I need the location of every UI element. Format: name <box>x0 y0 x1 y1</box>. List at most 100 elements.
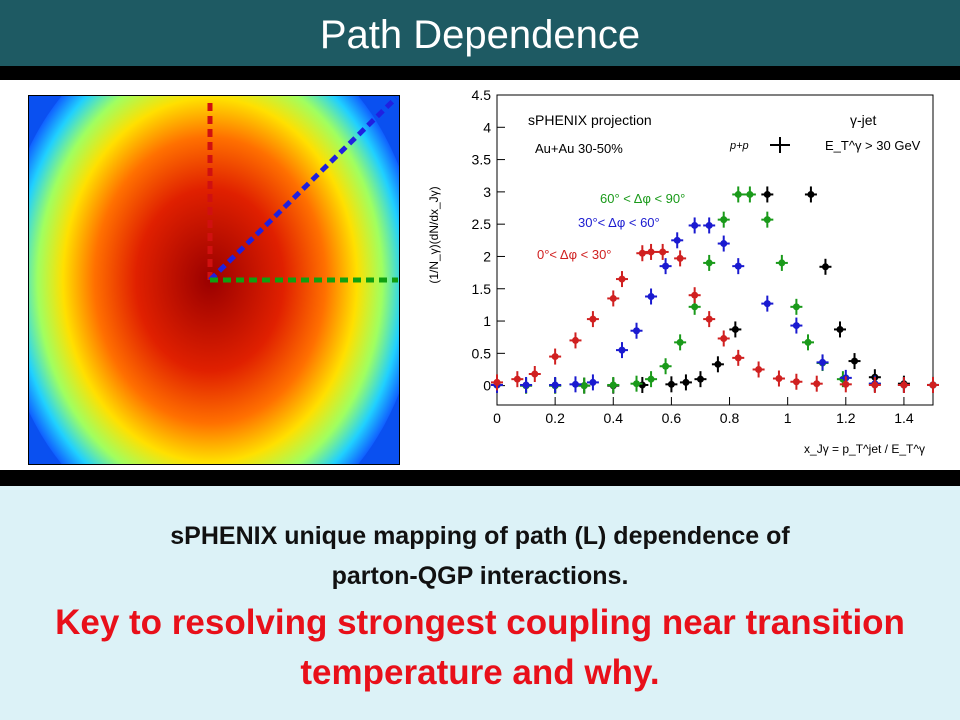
data-point <box>607 290 620 307</box>
marker-dot <box>589 315 597 323</box>
marker-dot <box>531 370 539 378</box>
marker-dot <box>662 362 670 370</box>
data-point <box>927 376 939 393</box>
data-point <box>694 371 707 388</box>
data-point <box>717 330 730 347</box>
marker-dot <box>804 338 812 346</box>
data-point <box>761 211 774 228</box>
x-tick-label: 0.2 <box>545 410 565 426</box>
data-point <box>790 298 803 315</box>
data-point <box>732 186 745 203</box>
y-tick-label: 4.5 <box>472 87 492 103</box>
data-point <box>703 311 716 328</box>
data-point <box>528 366 541 382</box>
marker-dot <box>551 353 559 361</box>
marker-dot <box>682 378 690 386</box>
data-point <box>549 376 562 393</box>
x-tick-label: 0.8 <box>720 410 740 426</box>
text-line: Key to resolving strongest coupling near… <box>55 603 905 642</box>
marker-dot <box>731 325 739 333</box>
annotation: Au+Au 30-50% <box>535 141 623 156</box>
marker-dot <box>589 378 597 386</box>
data-point <box>636 245 649 262</box>
marker-dot <box>667 380 675 388</box>
heatmap <box>28 95 400 465</box>
data-point <box>804 186 817 203</box>
data-point <box>630 375 643 392</box>
data-point <box>586 311 599 328</box>
marker-dot <box>755 365 763 373</box>
marker-dot <box>513 375 521 383</box>
marker-dot <box>580 382 588 390</box>
x-tick-label: 0.6 <box>662 410 682 426</box>
x-tick-label: 1.4 <box>894 410 914 426</box>
marker-dot <box>647 375 655 383</box>
marker-dot <box>638 249 646 257</box>
data-point <box>511 371 524 388</box>
marker-dot <box>638 381 646 389</box>
marker-dot <box>819 358 827 366</box>
marker-dot <box>633 380 641 388</box>
marker-dot <box>633 327 641 335</box>
legend-label: 0°< Δφ < 30° <box>537 247 612 262</box>
marker-dot <box>676 254 684 262</box>
data-point <box>491 374 503 391</box>
data-point <box>671 232 684 249</box>
marker-dot <box>720 240 728 248</box>
divider <box>0 66 960 80</box>
text-line: parton-QGP interactions. <box>331 562 629 590</box>
annotation: E_T^γ > 30 GeV <box>825 138 921 153</box>
marker-dot <box>792 378 800 386</box>
marker-dot <box>734 190 742 198</box>
marker-dot <box>813 380 821 388</box>
marker-dot <box>705 315 713 323</box>
marker-dot <box>691 291 699 299</box>
annotation: sPHENIX projection <box>528 112 652 128</box>
data-point <box>717 211 730 228</box>
marker-dot <box>836 325 844 333</box>
data-point <box>810 375 823 392</box>
marker-dot <box>763 300 771 308</box>
legend-label: 60° < Δφ < 90° <box>600 191 685 206</box>
data-point <box>674 250 687 267</box>
slide-title: Path Dependence <box>0 0 960 66</box>
data-point <box>615 271 628 288</box>
x-tick-label: 1.2 <box>836 410 856 426</box>
data-point <box>630 322 643 339</box>
data-point <box>729 321 742 338</box>
data-point <box>549 348 562 365</box>
data-point <box>679 374 692 391</box>
data-point <box>772 370 785 387</box>
marker-dot <box>705 221 713 229</box>
y-tick-label: 1 <box>483 313 491 329</box>
data-point <box>659 358 672 375</box>
marker-dot <box>609 294 617 302</box>
data-point <box>645 243 658 260</box>
marker-dot <box>720 334 728 342</box>
annotation: γ-jet <box>850 112 877 128</box>
data-point <box>688 217 701 234</box>
marker-dot <box>493 378 501 386</box>
data-point <box>816 354 829 371</box>
marker-dot <box>763 190 771 198</box>
data-point <box>615 342 628 359</box>
marker-dot <box>696 375 704 383</box>
x-tick-label: 0.4 <box>604 410 624 426</box>
marker-dot <box>676 338 684 346</box>
data-point <box>656 243 669 260</box>
data-point <box>659 258 672 275</box>
marker-dot <box>734 354 742 362</box>
data-point <box>833 321 846 338</box>
data-point <box>743 186 756 203</box>
data-point <box>848 353 861 370</box>
marker-dot <box>618 275 626 283</box>
y-tick-label: 0 <box>483 378 491 394</box>
legend-label: 30°< Δφ < 60° <box>578 215 660 230</box>
data-point <box>674 334 687 351</box>
marker-dot <box>763 216 771 224</box>
marker-dot <box>807 190 815 198</box>
data-point <box>752 361 765 378</box>
marker-dot <box>714 360 722 368</box>
data-point <box>775 254 788 271</box>
